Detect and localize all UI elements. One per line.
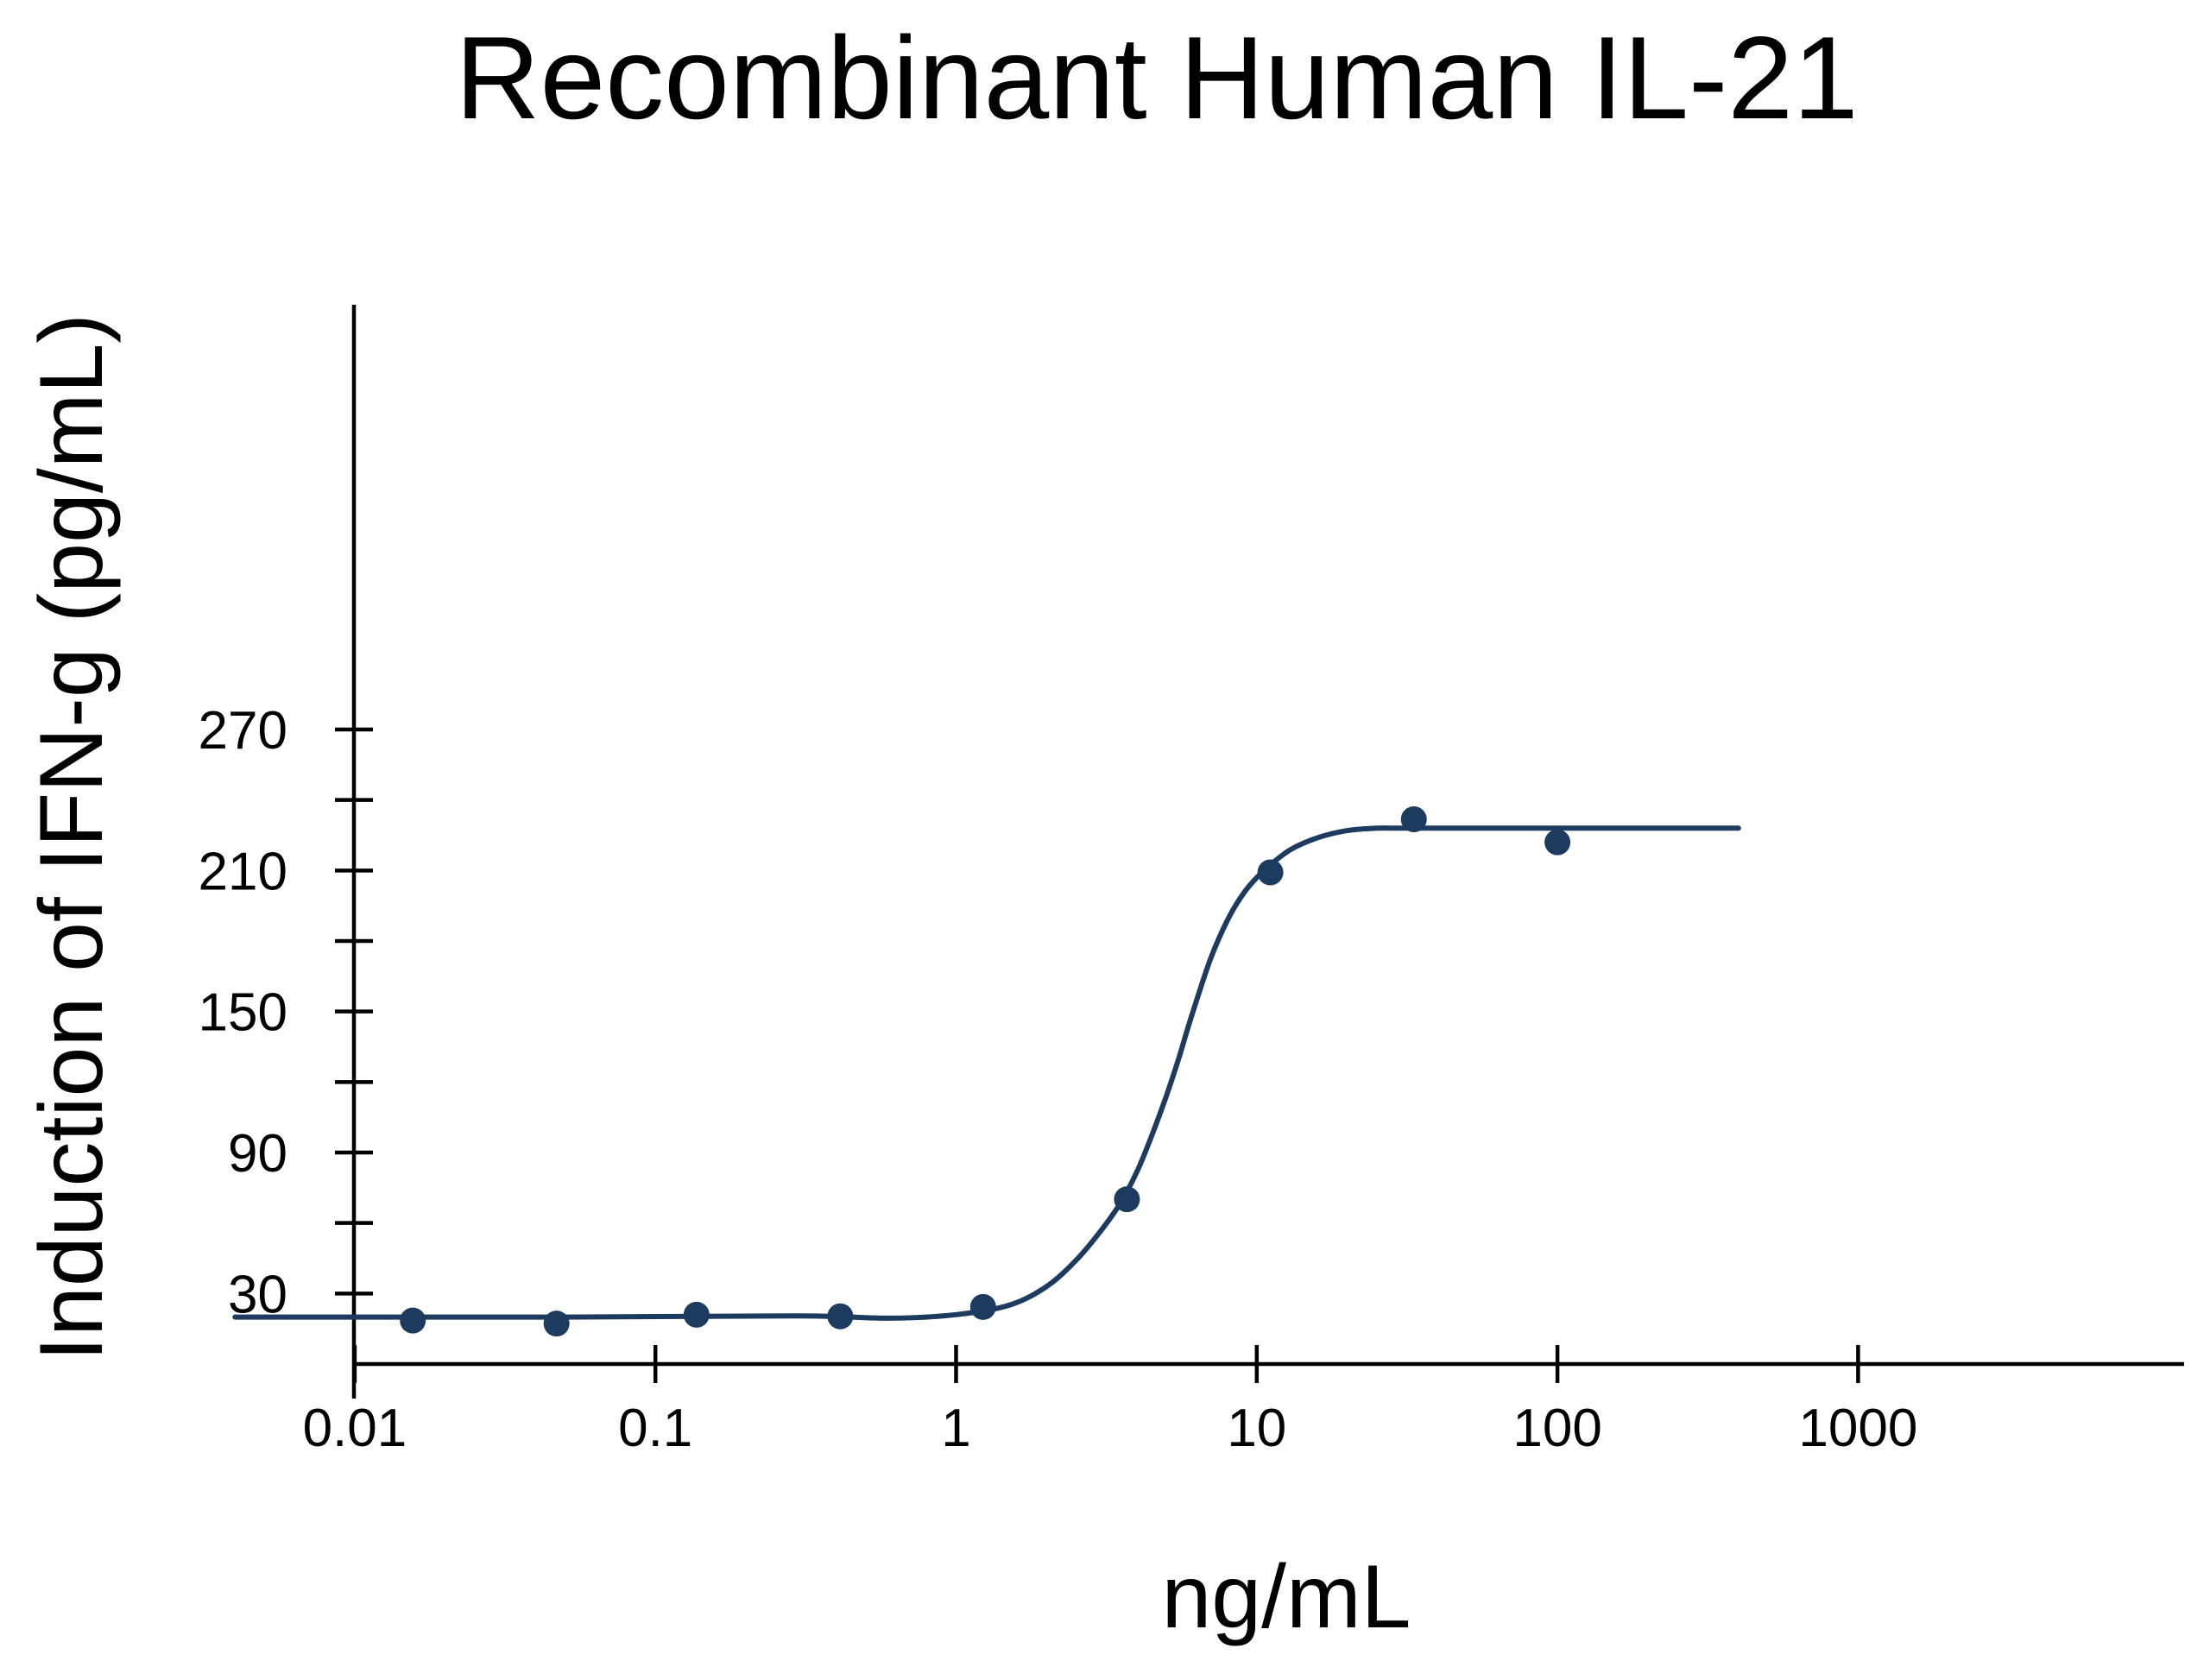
data-points — [400, 805, 1571, 1337]
x-tick-label: 0.1 — [618, 1399, 692, 1458]
x-tick-label: 100 — [1512, 1399, 1601, 1458]
fit-curve — [232, 825, 1741, 1321]
data-point — [1544, 829, 1571, 856]
y-tick-label: 270 — [199, 701, 287, 761]
x-tick-label: 1 — [941, 1399, 970, 1458]
y-tick-label: 150 — [199, 983, 287, 1043]
y-tick-label: 210 — [199, 842, 287, 901]
data-point — [683, 1301, 710, 1328]
chart-title: Recombinant Human IL-21 — [455, 12, 1858, 143]
x-tick-label: 0.01 — [303, 1399, 407, 1458]
data-point — [1400, 805, 1427, 832]
data-point — [543, 1311, 570, 1337]
x-tick-label: 10 — [1227, 1399, 1286, 1458]
data-point — [400, 1307, 426, 1334]
y-tick-label: 90 — [228, 1124, 287, 1184]
data-point — [1257, 859, 1284, 886]
data-point — [827, 1303, 854, 1329]
y-axis-label: Induction of IFN-g (pg/mL) — [22, 313, 122, 1361]
x-tick-label: 1000 — [1798, 1399, 1917, 1458]
data-point — [1114, 1186, 1140, 1213]
x-axis-label: ng/mL — [1161, 1547, 1411, 1647]
x-ticks: 0.01 0.1 1 10 100 1000 — [303, 1345, 1917, 1458]
data-point — [969, 1293, 996, 1320]
